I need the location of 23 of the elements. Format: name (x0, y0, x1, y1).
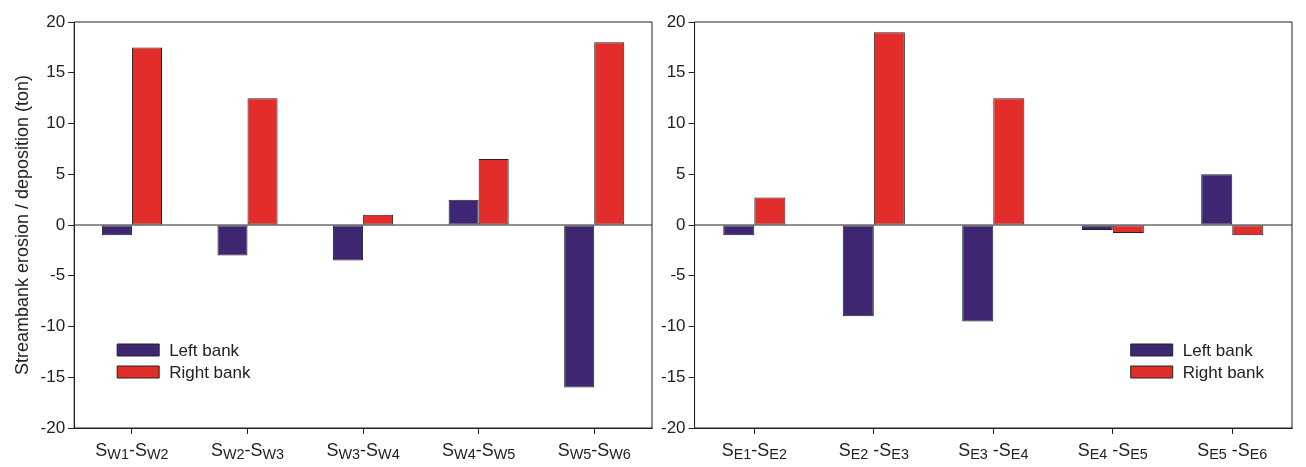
legend-label: Left bank (1182, 340, 1254, 360)
y-tick-label: 10 (46, 113, 66, 133)
legend-label: Left bank (169, 340, 240, 360)
y-axis-title: Streambank erosion / deposition (ton) (11, 74, 32, 376)
y-tick-label: 0 (676, 214, 686, 234)
y-tick-label: 15 (666, 62, 686, 82)
y-tick-label: 10 (666, 113, 686, 133)
y-tick-label: 15 (46, 62, 66, 82)
y-tick-label: 5 (676, 163, 686, 183)
y-tick-label: 20 (666, 11, 686, 31)
y-tick-label: -10 (40, 316, 66, 336)
y-tick-label: -5 (670, 265, 686, 285)
y-tick-label: -20 (660, 417, 686, 437)
y-tick-label: -15 (40, 366, 66, 386)
legend-label: Right bank (1182, 362, 1265, 382)
y-tick-label: 0 (55, 214, 66, 234)
y-tick-label: -20 (40, 417, 66, 437)
legend-label: Right bank (169, 362, 251, 382)
y-tick-label: 20 (46, 11, 66, 31)
y-tick-label: -15 (660, 366, 686, 386)
y-tick-label: -5 (50, 265, 66, 285)
y-tick-label: 5 (55, 163, 66, 183)
y-tick-label: -10 (660, 316, 686, 336)
